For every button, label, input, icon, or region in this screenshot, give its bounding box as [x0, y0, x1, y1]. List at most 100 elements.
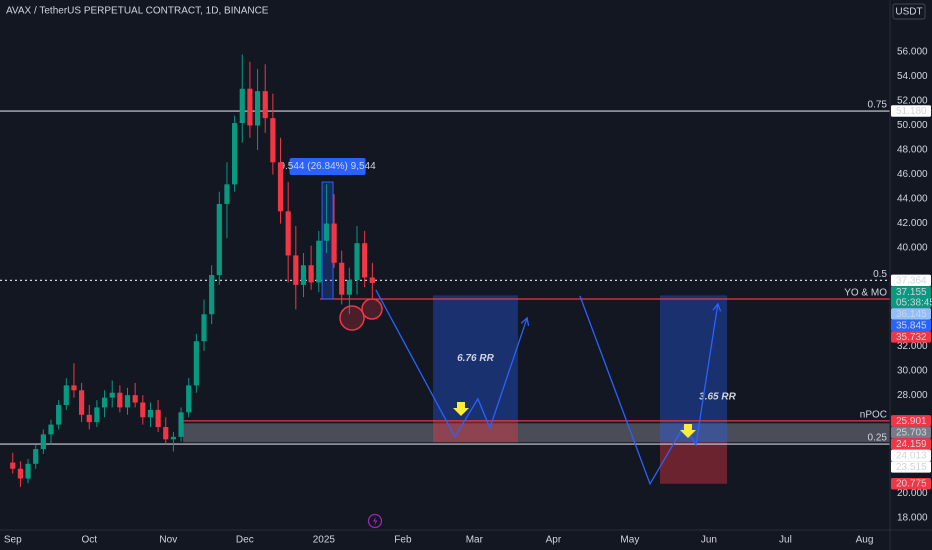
candle-body: [178, 412, 184, 437]
currency-box[interactable]: [892, 3, 926, 20]
event-icon-bolt: [373, 516, 378, 526]
candle-body: [316, 240, 322, 283]
y-tick-label: 18.000: [897, 512, 928, 523]
price-label: 35.845: [896, 320, 927, 331]
candle-body: [201, 314, 207, 342]
x-tick-label: Sep: [4, 535, 22, 546]
annotation-shapes: [339, 298, 696, 529]
candle-body: [17, 468, 24, 479]
circle-marker: [361, 298, 383, 320]
projection-path: [579, 295, 719, 486]
candle-body: [247, 88, 253, 126]
candle-body: [354, 243, 360, 280]
y-tick-label: 54.000: [897, 71, 928, 82]
rr-label: 6.76 RR: [457, 353, 494, 364]
x-tick-label: Nov: [159, 535, 177, 546]
x-tick-label: Jun: [701, 535, 717, 546]
candle-body: [254, 91, 261, 126]
candle-body: [331, 223, 337, 263]
candle-body: [209, 275, 215, 315]
candle-body: [33, 449, 39, 464]
x-tick-label: Aug: [856, 535, 874, 546]
price-label-box: [891, 331, 931, 343]
x-tick-label: Dec: [236, 535, 254, 546]
candle-body: [94, 407, 100, 423]
candle-body: [163, 427, 169, 440]
candle-body: [124, 395, 131, 408]
profit-zone: [659, 295, 728, 443]
candle-body: [232, 123, 238, 185]
x-tick-label: May: [620, 535, 639, 546]
candle-body: [86, 414, 92, 423]
candle-body: [186, 385, 192, 413]
y-tick-label: 56.000: [897, 47, 928, 58]
candle-body: [71, 385, 77, 391]
candle-body: [40, 434, 46, 450]
price-label: 36.145: [896, 309, 927, 320]
candle-body: [10, 462, 16, 469]
candle-body: [101, 397, 108, 408]
projection-arrowhead: [712, 302, 722, 312]
price-label-box: [891, 461, 931, 473]
price-label-box: [891, 105, 931, 117]
candle-body: [48, 424, 54, 435]
y-tick-label: 52.000: [897, 96, 928, 107]
price-label-box: [891, 477, 931, 490]
candle-body: [369, 277, 375, 283]
price-label-box: [891, 449, 931, 462]
candle-body: [109, 392, 115, 398]
candle-body: [25, 463, 31, 479]
price-label-box: [891, 274, 931, 287]
candle-body: [117, 392, 123, 408]
candle-body: [339, 262, 345, 295]
y-tick-label: 46.000: [897, 169, 928, 180]
loss-zone: [433, 420, 518, 443]
candle-body: [56, 404, 62, 425]
price-label: 23.515: [896, 462, 927, 473]
candle-body: [79, 390, 85, 415]
price-label: 25.901: [896, 416, 927, 427]
zone: [183, 423, 890, 443]
price-label-box: [891, 319, 931, 332]
price-label: 24.159: [896, 439, 927, 450]
x-tick-label: Feb: [394, 535, 412, 546]
candle-body: [155, 409, 161, 428]
candle-body: [293, 255, 299, 285]
price-label-box: [891, 426, 931, 439]
projection-arrowhead: [520, 316, 530, 326]
candle-body: [346, 279, 352, 295]
y-tick-label: 28.000: [897, 390, 928, 401]
y-tick-label: 40.000: [897, 243, 928, 254]
arrow-down-icon: [453, 402, 469, 416]
candle-body: [308, 265, 314, 283]
level-tag: YO & MO: [844, 288, 887, 299]
circle-marker: [339, 305, 365, 331]
profit-zone: [433, 295, 518, 421]
axes: 18.00020.00022.00028.00030.00032.00034.0…: [4, 47, 932, 546]
candle-body: [63, 385, 69, 405]
price-label: 20.775: [896, 479, 927, 490]
y-tick-label: 20.000: [897, 488, 928, 499]
candle-body: [147, 409, 154, 418]
candle-body: [323, 223, 330, 241]
level-tag: nPOC: [860, 410, 887, 421]
price-label: 24.013: [896, 450, 927, 461]
price-label: 51.180: [896, 106, 927, 117]
price-label-box: [891, 438, 931, 450]
loss-zone: [659, 442, 728, 484]
projection-path: [375, 289, 528, 439]
candle-body: [362, 243, 368, 278]
candle-body: [140, 402, 146, 418]
x-tick-label: 2025: [313, 535, 336, 546]
price-label: 25.703: [896, 427, 927, 438]
level-tag: 0.5: [873, 269, 887, 280]
currency-label[interactable]: USDT: [895, 7, 922, 18]
candle-body: [132, 395, 138, 403]
event-icon[interactable]: [367, 513, 383, 529]
y-tick-label: 50.000: [897, 120, 928, 131]
candle-body: [300, 265, 307, 285]
price-label-box: [891, 286, 931, 309]
plot-area: 6.76 RR 3.65 RR 0.75 0.5 YO & MO nPOC 0.25 9.54…: [0, 54, 890, 488]
